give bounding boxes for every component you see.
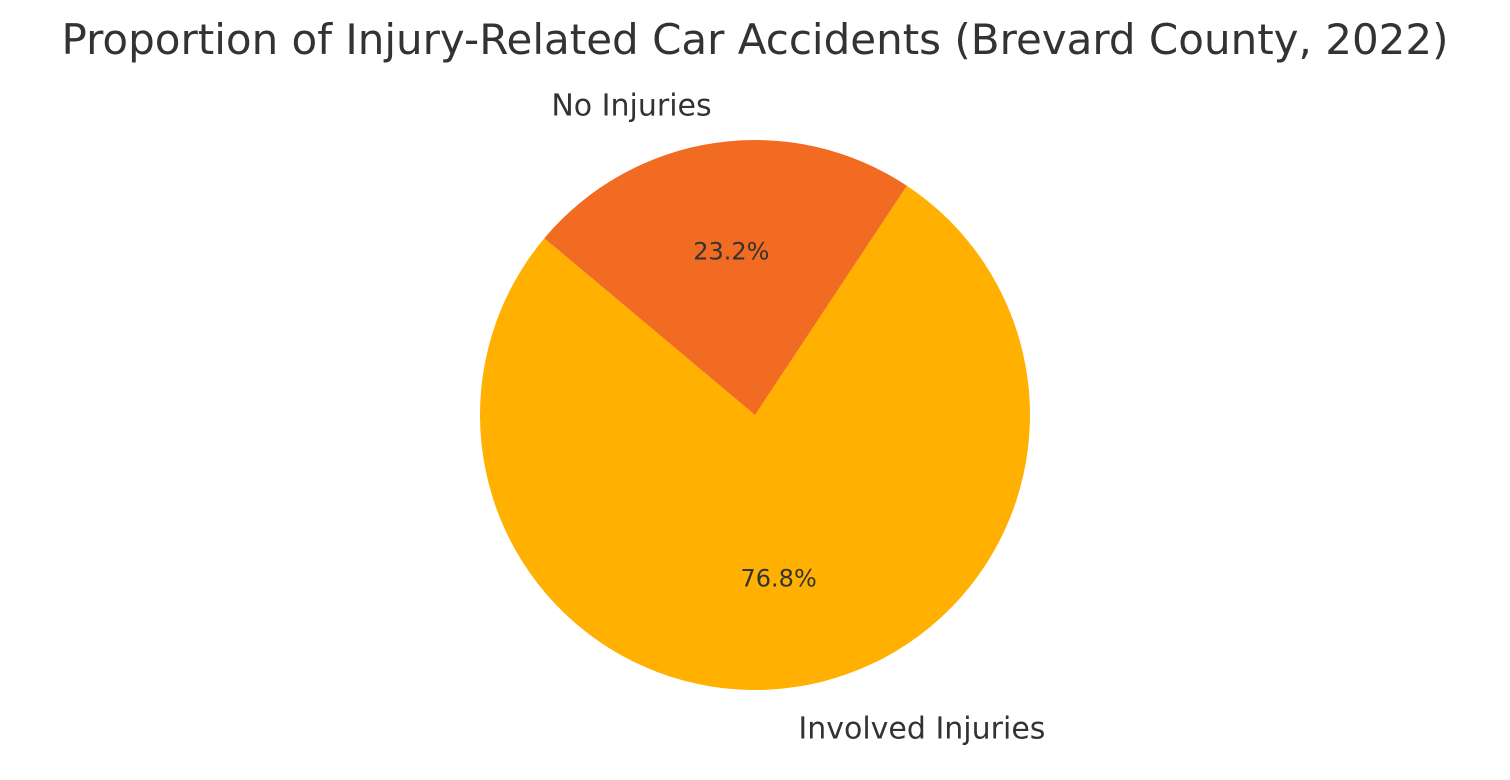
pie-slice-no-injuries — [544, 139, 907, 415]
pie-value-label: 76.8% — [741, 564, 817, 592]
pie-value-label: 23.2% — [693, 238, 769, 266]
pie-category-label: Involved Injuries — [798, 711, 1045, 746]
pie-labels: 76.8% Involved Injuries 23.2% No Injuries — [551, 89, 1045, 747]
pie-slice-involved-injuries — [480, 185, 1031, 691]
pie-slices — [480, 139, 1031, 691]
pie-category-label: No Injuries — [551, 89, 711, 124]
chart-title: Proportion of Injury-Related Car Acciden… — [61, 15, 1448, 64]
